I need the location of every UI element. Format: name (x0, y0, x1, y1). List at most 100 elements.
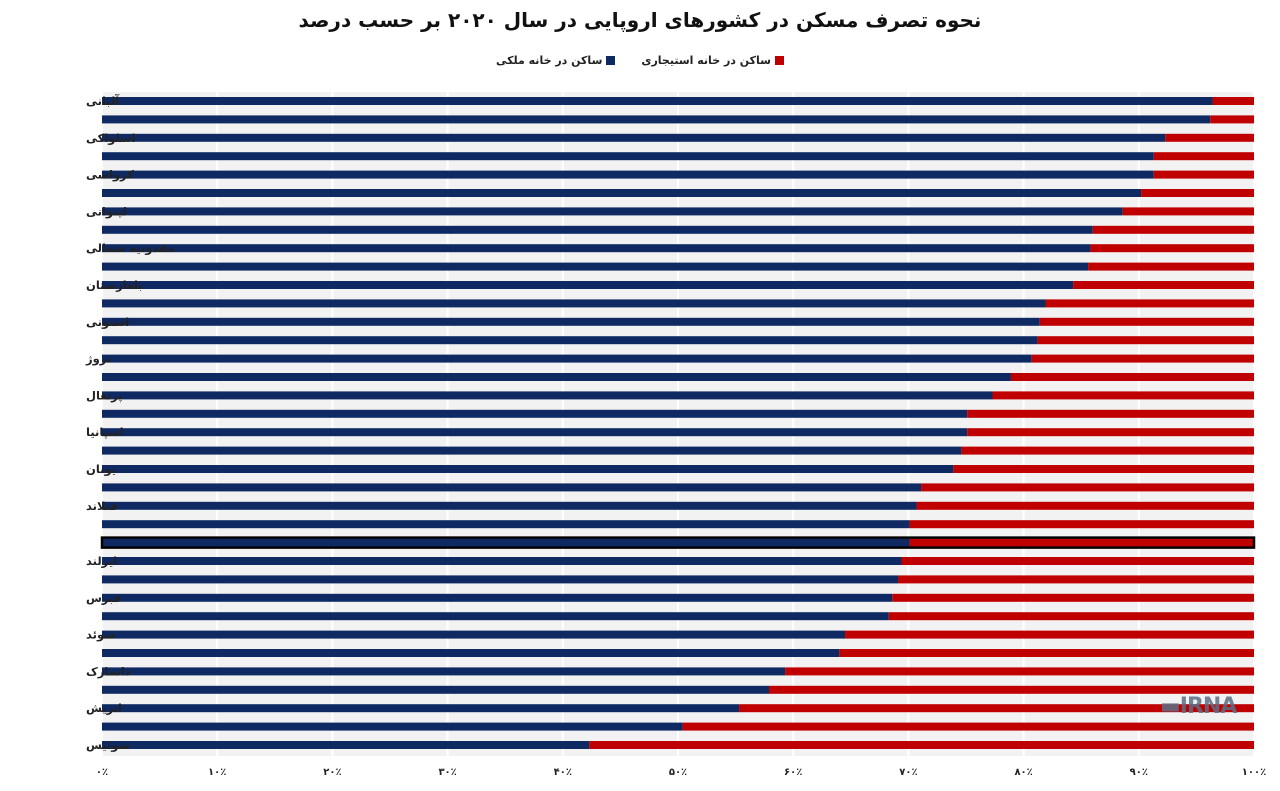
bar-rented (909, 520, 1254, 529)
x-tick-label: ۴۰٪ (554, 767, 572, 778)
bar-rented (888, 612, 1254, 621)
bar-owned (102, 336, 1038, 345)
bar-owned (102, 170, 1154, 179)
bar-rented (1210, 115, 1254, 124)
x-tick-label: ۷۰٪ (899, 767, 917, 778)
bar-rented (1045, 299, 1254, 308)
bar-rented (1039, 317, 1254, 326)
legend: ساکن در خانه استیجاری ساکن در خانه ملکی (0, 54, 1280, 67)
bar-rented (992, 391, 1254, 400)
bar-owned (102, 649, 840, 657)
x-tick-label: ۶۰٪ (784, 767, 802, 778)
bar-rented (769, 685, 1254, 694)
category-label: سوئیس (86, 738, 130, 753)
bar-owned (102, 667, 786, 676)
bar-owned (102, 281, 1074, 289)
category-label: اسپانیا (86, 425, 124, 439)
bar-owned (102, 593, 893, 602)
bar-rented (1088, 262, 1254, 271)
bar-owned (102, 354, 1032, 363)
bar-owned (102, 299, 1046, 308)
category-label: استونی (86, 315, 129, 330)
bar-rented (1010, 373, 1254, 381)
bar-rented (1090, 244, 1254, 253)
category-label: لیتوانی (86, 204, 127, 219)
bar-owned (102, 704, 740, 713)
x-tick-label: ۹۰٪ (1130, 767, 1148, 778)
x-tick-label: ۱۰۰٪ (1242, 767, 1266, 778)
category-label: اسلواکی (86, 131, 135, 146)
bar-rented (1073, 281, 1254, 289)
bar-rented (1122, 207, 1254, 216)
legend-item-owned: ساکن در خانه ملکی (495, 54, 616, 67)
legend-label-owned: ساکن در خانه ملکی (495, 54, 603, 67)
category-label: بلغارستان (86, 278, 143, 292)
legend-label-rented: ساکن در خانه استیجاری (641, 54, 772, 67)
bar-rented (953, 465, 1254, 473)
bar-rented (1031, 354, 1254, 363)
bar-rented (682, 722, 1254, 731)
bar-owned (102, 575, 899, 584)
bar-owned (102, 262, 1089, 271)
bar-owned (102, 97, 1213, 105)
irna-watermark-logo: ▬IRNA (1160, 694, 1237, 719)
bar-owned (102, 630, 846, 639)
bar-owned (102, 207, 1123, 216)
bar-rented (901, 557, 1254, 565)
bar-rented (967, 409, 1254, 418)
bar-rented (921, 483, 1254, 492)
x-tick-label: ۸۰٪ (1014, 767, 1032, 778)
bar-owned (102, 152, 1154, 161)
bar-owned (102, 409, 968, 418)
category-label: مقدونیه شمالی (86, 241, 174, 256)
category-label: اتریش (86, 701, 122, 715)
x-tick-label: ۰٪ (96, 767, 108, 778)
category-label: قبرس (86, 591, 121, 605)
bar-rented (1212, 97, 1254, 105)
bar-owned (102, 189, 1142, 197)
bar-owned (102, 557, 902, 565)
legend-swatch-rented (775, 56, 785, 65)
category-label: یونان (86, 462, 116, 477)
category-label: کرواسی (86, 168, 134, 183)
bar-rented (1153, 152, 1254, 161)
bar-owned (102, 244, 1091, 253)
bar-rented (845, 630, 1254, 639)
bar-owned (102, 501, 917, 510)
bar-owned (102, 446, 962, 455)
bar-rented (1165, 133, 1254, 142)
category-label: ایرلند (86, 554, 117, 568)
bar-owned (102, 612, 889, 621)
bar-owned (102, 741, 590, 749)
bar-rented (839, 649, 1254, 657)
bar-rented (909, 538, 1254, 547)
category-label: دانمارک (86, 664, 131, 678)
bar-owned (102, 520, 910, 529)
bar-rented (1141, 189, 1254, 197)
category-label: فنلاند (86, 499, 118, 513)
x-tick-label: ۳۰٪ (438, 767, 456, 778)
bar-owned (102, 483, 922, 492)
bar-owned (102, 115, 1211, 124)
category-label: سوئد (86, 628, 115, 643)
bar-rented (892, 593, 1254, 602)
bar-owned (102, 391, 993, 400)
bar-owned (102, 373, 1011, 381)
bar-owned (102, 317, 1040, 326)
bar-rented (785, 667, 1254, 676)
x-tick-label: ۱۰٪ (208, 767, 226, 778)
bar-owned (102, 685, 770, 694)
bar-owned (102, 225, 1093, 234)
bar-owned (102, 722, 683, 731)
category-label: آلبانی (86, 94, 120, 108)
x-tick-label: ۵۰٪ (669, 767, 687, 778)
legend-item-rented: ساکن در خانه استیجاری (641, 54, 785, 67)
bar-rented (1037, 336, 1254, 345)
bar-rented (739, 704, 1254, 713)
bar-rented (961, 446, 1254, 455)
chart-title: نحوه تصرف مسکن در کشورهای اروپایی در سال… (298, 8, 982, 32)
legend-swatch-owned (606, 56, 616, 65)
highlight-outline (100, 536, 1256, 549)
category-label: پرتغال (86, 388, 123, 402)
